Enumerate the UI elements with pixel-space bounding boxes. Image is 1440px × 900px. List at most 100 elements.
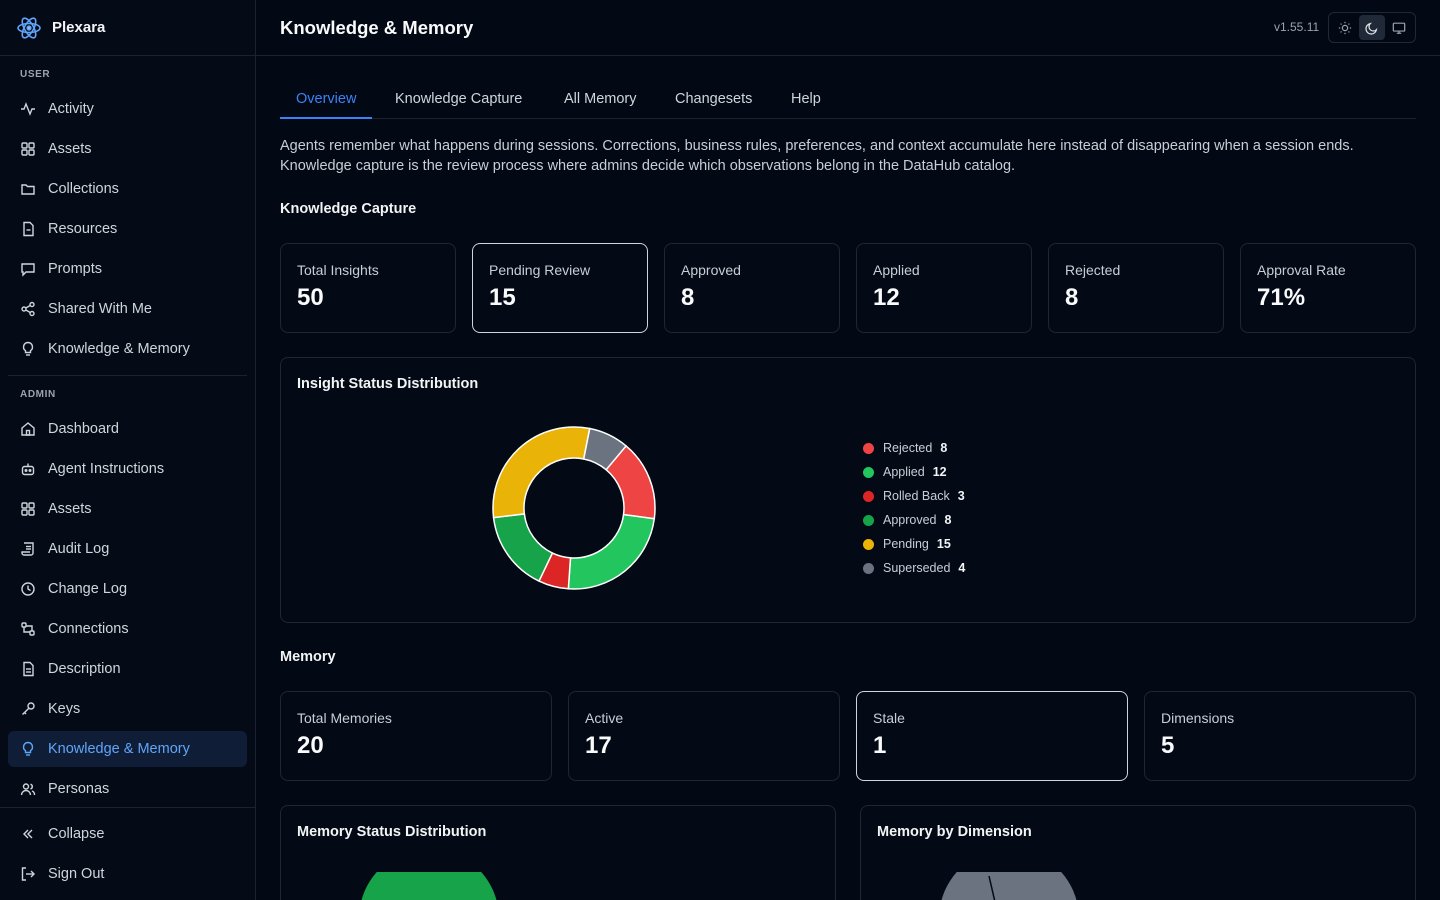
stat-value: 8: [681, 284, 695, 311]
legend-item-superseded[interactable]: Superseded 4: [863, 556, 965, 580]
tab-knowledge-capture[interactable]: Knowledge Capture: [395, 91, 523, 107]
sidebar-item-assets[interactable]: Assets: [8, 131, 247, 167]
tab-bar: Overview Knowledge Capture All Memory Ch…: [280, 80, 1416, 119]
memory-status-panel: Memory Status Distribution: [280, 805, 836, 900]
stat-value: 12: [873, 284, 900, 311]
sidebar-item-prompts[interactable]: Prompts: [8, 251, 247, 287]
sidebar-item-description[interactable]: Description: [8, 651, 247, 687]
collapse-label: Collapse: [48, 826, 105, 842]
collapse-button[interactable]: Collapse: [8, 816, 247, 852]
sidebar-item-change-log[interactable]: Change Log: [8, 571, 247, 607]
knowledge-capture-title: Knowledge Capture: [280, 201, 417, 217]
sidebar-item-label: Dashboard: [48, 421, 119, 437]
stat-label: Approved: [681, 262, 741, 278]
legend-value: 8: [944, 513, 952, 527]
stat-card-dimensions[interactable]: Dimensions 5: [1144, 691, 1416, 781]
legend-label: Rolled Back: [883, 489, 950, 503]
message-icon: [21, 263, 35, 277]
legend-value: 4: [958, 561, 966, 575]
sidebar-item-label: Resources: [48, 221, 118, 237]
sidebar-item-label: Collections: [48, 181, 119, 197]
lightbulb-icon: [22, 741, 34, 756]
panel-title: Memory by Dimension: [877, 824, 1032, 840]
stat-card-pending-review[interactable]: Pending Review 15: [472, 243, 648, 333]
stat-card-total-memories[interactable]: Total Memories 20: [280, 691, 552, 781]
sidebar-item-activity[interactable]: Activity: [8, 91, 247, 127]
theme-toggle-group: [1328, 12, 1416, 43]
sidebar-item-label: Description: [48, 661, 121, 677]
donut-slice-pending[interactable]: [492, 426, 591, 519]
stat-value: 8: [1065, 284, 1079, 311]
sidebar-item-keys[interactable]: Keys: [8, 691, 247, 727]
donut-slice-applied[interactable]: [567, 513, 656, 590]
stat-card-applied[interactable]: Applied 12: [856, 243, 1032, 333]
brand[interactable]: Plexara: [0, 0, 255, 56]
dark-theme-button[interactable]: [1358, 15, 1385, 40]
sidebar-item-label: Change Log: [48, 581, 128, 597]
stat-label: Stale: [873, 710, 905, 726]
legend-item-rolled-back[interactable]: Rolled Back 3: [863, 484, 965, 508]
scroll-icon: [21, 542, 34, 556]
document-icon: [23, 661, 34, 677]
sidebar-item-admin-assets[interactable]: Assets: [8, 491, 247, 527]
system-theme-button[interactable]: [1386, 15, 1412, 40]
memory-title: Memory: [280, 649, 336, 665]
tab-overview[interactable]: Overview: [280, 80, 373, 119]
panel-title: Memory Status Distribution: [297, 824, 487, 840]
sidebar-item-connections[interactable]: Connections: [8, 611, 247, 647]
sidebar-item-knowledge-memory[interactable]: Knowledge & Memory: [8, 331, 247, 367]
bot-icon: [21, 463, 35, 476]
brand-name: Plexara: [52, 19, 106, 36]
stat-value: 17: [585, 732, 612, 759]
donut-slice-approved[interactable]: [492, 513, 554, 583]
sidebar-item-label: Activity: [48, 101, 94, 117]
sidebar-item-collections[interactable]: Collections: [8, 171, 247, 207]
sidebar-item-label: Agent Instructions: [48, 461, 165, 477]
share-icon: [21, 301, 35, 317]
sidebar-item-shared-with-me[interactable]: Shared With Me: [8, 291, 247, 327]
legend-label: Pending: [883, 537, 929, 551]
legend-item-applied[interactable]: Applied 12: [863, 460, 965, 484]
page-header: Knowledge & Memory v1.55.11: [256, 0, 1440, 56]
stat-card-stale[interactable]: Stale 1: [856, 691, 1128, 781]
donut-slice-superseded[interactable]: [582, 427, 628, 471]
sign-out-button[interactable]: Sign Out: [8, 856, 247, 892]
insight-legend: Rejected 8 Applied 12 Rolled Back 3 Approved 8 P…: [863, 436, 965, 580]
legend-value: 15: [936, 537, 951, 551]
legend-item-rejected[interactable]: Rejected 8: [863, 436, 965, 460]
stat-label: Dimensions: [1161, 710, 1235, 726]
legend-item-pending[interactable]: Pending 15: [863, 532, 965, 556]
legend-dot: [863, 466, 874, 478]
activity-icon: [21, 102, 35, 116]
tab-changesets[interactable]: Changesets: [675, 91, 753, 107]
sidebar-item-resources[interactable]: Resources: [8, 211, 247, 247]
legend-item-approved[interactable]: Approved 8: [863, 508, 965, 532]
tab-all-memory[interactable]: All Memory: [564, 91, 637, 107]
sidebar-item-label: Connections: [48, 621, 129, 637]
tab-help[interactable]: Help: [791, 91, 821, 107]
stat-value: 5: [1161, 732, 1175, 759]
sidebar-item-admin-knowledge-memory[interactable]: Knowledge & Memory: [8, 731, 247, 767]
stat-card-approved[interactable]: Approved 8: [664, 243, 840, 333]
memory-status-chart: [361, 872, 497, 900]
sidebar-divider: [0, 807, 256, 808]
sidebar-item-label: Knowledge & Memory: [48, 341, 190, 357]
stat-card-active[interactable]: Active 17: [568, 691, 840, 781]
sidebar-item-agent-instructions[interactable]: Agent Instructions: [8, 451, 247, 487]
stat-card-total-insights[interactable]: Total Insights 50: [280, 243, 456, 333]
admin-section-label: ADMIN: [20, 389, 56, 400]
folder-icon: [21, 184, 35, 195]
version-label: v1.55.11: [1274, 20, 1320, 34]
legend-value: 12: [932, 465, 947, 479]
sidebar-item-dashboard[interactable]: Dashboard: [8, 411, 247, 447]
sidebar-item-audit-log[interactable]: Audit Log: [8, 531, 247, 567]
stat-card-approval-rate[interactable]: Approval Rate 71%: [1240, 243, 1416, 333]
insight-donut-chart: [492, 426, 656, 590]
intro-line-2: Knowledge capture is the review process …: [280, 158, 1016, 174]
stat-label: Rejected: [1065, 262, 1121, 278]
sidebar-item-personas[interactable]: Personas: [8, 771, 247, 807]
intro-line-1: Agents remember what happens during sess…: [280, 138, 1354, 154]
stat-card-rejected[interactable]: Rejected 8: [1048, 243, 1224, 333]
stat-label: Active: [585, 710, 624, 726]
light-theme-button[interactable]: [1332, 15, 1358, 40]
